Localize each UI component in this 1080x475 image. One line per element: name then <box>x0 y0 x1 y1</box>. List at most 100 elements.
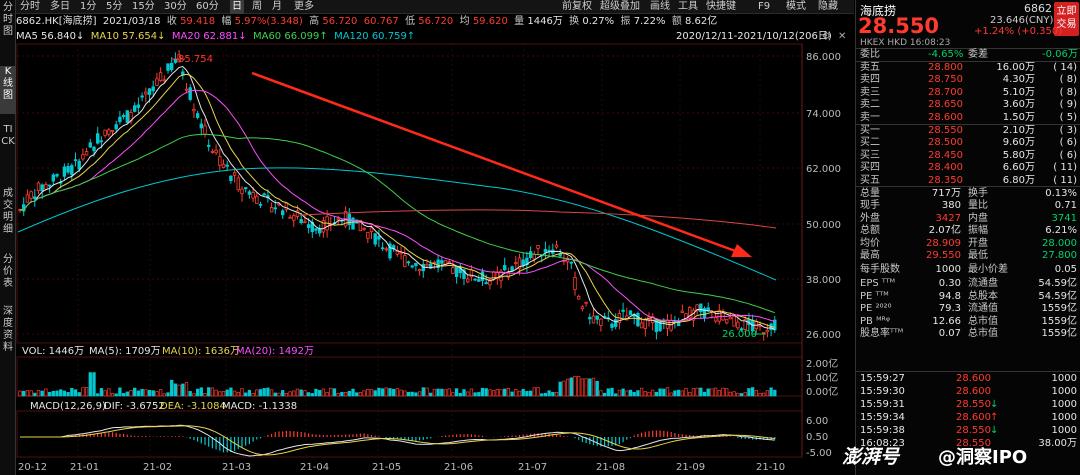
period-month[interactable]: 月 <box>272 1 282 12</box>
candle-body <box>29 191 33 199</box>
volume-bar <box>743 392 747 397</box>
tab-kline[interactable]: K线图 <box>0 66 16 114</box>
stat-label: 总股本 <box>968 290 998 302</box>
volume-bar <box>133 387 137 397</box>
volume-bar <box>573 375 577 397</box>
stock-name: 海底捞 <box>860 4 897 18</box>
ask-order-count: ( 5) <box>1059 111 1077 123</box>
period-5min[interactable]: 5分 <box>106 1 123 12</box>
volume-bar <box>614 393 618 397</box>
volume-bar <box>713 387 718 397</box>
volume-bar <box>33 392 37 397</box>
volume-bar <box>414 392 418 397</box>
ask-price: 28.800 <box>928 62 963 73</box>
tab-depth[interactable]: 深度资料 <box>3 306 13 353</box>
tab-tick[interactable]: TICK <box>1 124 15 147</box>
quote-info-line: 6862.HK[海底捞] 2021/03/18 收 59.418 幅 5.97%… <box>16 15 717 29</box>
stat-value: 29.550 <box>926 250 961 261</box>
candle-body <box>240 188 244 195</box>
ma20-line <box>19 89 775 322</box>
volume-bar <box>247 389 252 397</box>
mode-button[interactable]: 模式 <box>786 1 806 12</box>
macd-dea: DEA: -3.1084 <box>160 401 226 412</box>
trade-now-button[interactable]: 立即交易 <box>1054 2 1079 36</box>
period-60min[interactable]: 60分 <box>196 1 219 12</box>
stat-label: 总量 <box>860 188 880 199</box>
shortcut-button[interactable]: 快捷键 <box>706 1 736 12</box>
candle-body <box>528 251 533 258</box>
adjust-forward-button[interactable]: 前复权 <box>562 1 592 12</box>
candle-body <box>314 228 318 231</box>
candle-body <box>758 325 762 327</box>
volume-bar <box>403 390 407 397</box>
overlay-button[interactable]: 超级叠加 <box>600 1 640 12</box>
period-week[interactable]: 周 <box>252 1 262 12</box>
volume-bar <box>392 388 396 397</box>
bid-level-label: 买五 <box>860 174 880 186</box>
tick-row: 15:59:38 28.550 ↓ 1000 <box>856 425 1080 437</box>
period-multiday[interactable]: 多日 <box>50 1 70 12</box>
settings-icon[interactable]: ⚙ <box>822 31 831 42</box>
volume-bar <box>547 390 551 397</box>
period-day[interactable]: 日 <box>230 0 244 14</box>
candle-body <box>273 207 277 210</box>
price-axis-tick: 38.000 <box>806 275 841 286</box>
tab-intraday[interactable]: 分时图 <box>3 2 13 37</box>
volume-bar <box>602 392 607 397</box>
candle-body <box>569 261 573 264</box>
price-axis-tick: 74.000 <box>806 109 841 120</box>
volume-bar <box>158 389 163 397</box>
volume-bar <box>610 387 614 397</box>
volume-bar <box>358 392 363 397</box>
volume-bar <box>706 388 710 397</box>
tab-price-table[interactable]: 分价表 <box>3 254 13 289</box>
volume-bar <box>647 391 651 397</box>
candle-body <box>414 263 418 267</box>
volume-bar <box>73 389 78 397</box>
draw-line-button[interactable]: 画线 <box>650 1 670 12</box>
volume-bar <box>384 387 388 397</box>
volume-bar <box>625 390 629 397</box>
volume-bar <box>310 393 314 397</box>
stat-label: 现手 <box>860 200 880 212</box>
period-more[interactable]: 更多 <box>294 1 314 12</box>
period-30min[interactable]: 30分 <box>164 1 187 12</box>
period-toolbar: 分时 多日 1分 5分 15分 30分 60分 日 周 月 更多 前复权 超级叠… <box>16 0 854 14</box>
high-annotation: 85.754 <box>178 54 213 65</box>
volume-bar <box>680 390 684 397</box>
candle-body <box>639 322 644 329</box>
candle-body <box>280 210 285 216</box>
high-value: 56.720 <box>322 16 358 27</box>
period-1min[interactable]: 1分 <box>80 1 97 12</box>
period-intraday[interactable]: 分时 <box>20 1 40 12</box>
period-15min[interactable]: 15分 <box>132 1 155 12</box>
candle-body <box>70 165 74 176</box>
volume-bar <box>710 388 714 397</box>
volume-bar <box>691 388 696 397</box>
tools-button[interactable]: 工具 <box>678 1 698 12</box>
tick-volume: 38.00万 <box>1038 438 1077 449</box>
volume-bar <box>417 391 422 397</box>
candle-body <box>580 306 585 310</box>
price-change: +1.24% (+0.350) <box>974 26 1063 37</box>
stat-value: 1559亿 <box>1041 328 1077 339</box>
stat-label: 振幅 <box>968 225 988 237</box>
close-icon[interactable]: ✕ <box>838 31 847 42</box>
candle-body <box>451 267 455 274</box>
ask-price: 28.750 <box>928 74 963 86</box>
candle-body <box>739 328 744 331</box>
volume-bar <box>688 392 692 397</box>
tab-trade-detail[interactable]: 成交明细 <box>3 188 13 235</box>
volume-bar <box>192 393 196 397</box>
volume-bar <box>588 378 592 397</box>
f9-button[interactable]: F9 <box>758 1 771 12</box>
candle-body <box>44 184 48 190</box>
candle-body <box>236 177 240 191</box>
volume-bar <box>695 387 699 397</box>
ask-level-label: 卖五 <box>860 62 880 73</box>
volume-bar <box>125 391 129 397</box>
volume-bar <box>725 388 729 397</box>
volume-bars <box>18 372 777 397</box>
hide-button[interactable]: 隐藏 <box>818 1 838 12</box>
stat-value: 6.21% <box>1045 225 1077 237</box>
